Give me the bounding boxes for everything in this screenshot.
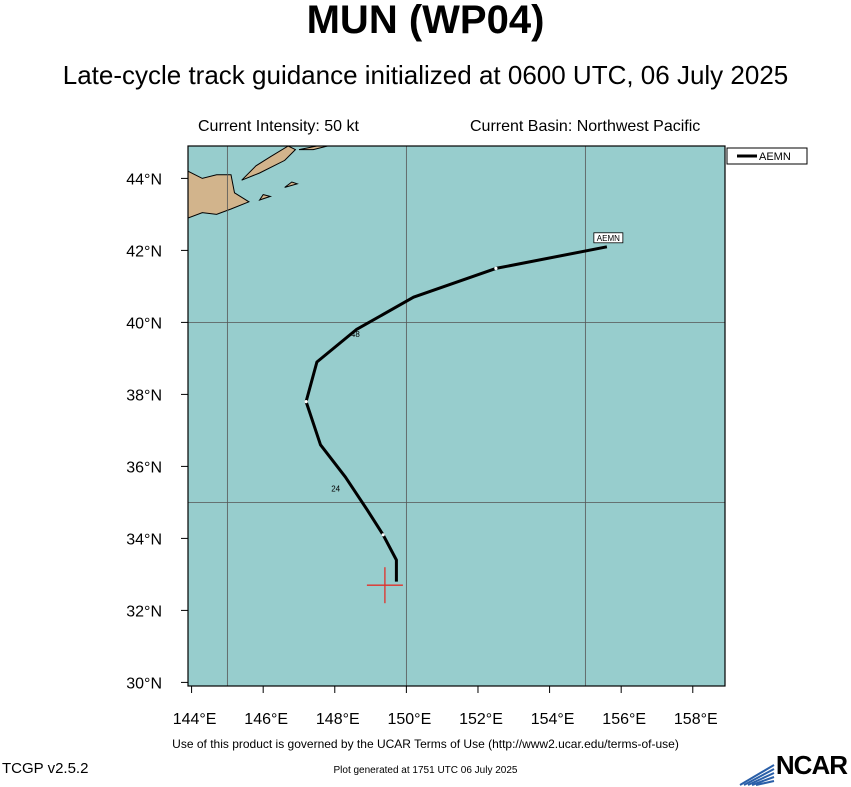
lon-tick-label: 156°E [602, 711, 646, 728]
track-day-marker [381, 533, 385, 537]
lat-tick-label: 34°N [126, 531, 162, 548]
track-hour-label: 48 [351, 330, 360, 339]
track-end-label: AEMN [597, 234, 620, 243]
version-label: TCGP v2.5.2 [2, 760, 89, 777]
land-shikotan [284, 181, 299, 188]
lat-tick-label: 44°N [126, 171, 162, 188]
current-basin: Current Basin: Northwest Pacific [470, 118, 701, 135]
track-end-label-box [593, 232, 624, 244]
legend-box [726, 147, 808, 165]
map-border [187, 145, 726, 687]
ocean-area [188, 146, 725, 686]
lat-tick-label: 42°N [126, 243, 162, 260]
lon-tick-label: 144°E [173, 711, 217, 728]
lon-tick-label: 152°E [459, 711, 503, 728]
lat-tick-label: 38°N [126, 387, 162, 404]
ncar-logo-icon [739, 764, 775, 786]
ncar-logo-text: NCAR [775, 750, 848, 780]
land-kunashir [241, 146, 297, 181]
lat-tick-label: 40°N [126, 315, 162, 332]
ncar-logo: NCAR [738, 750, 848, 786]
lon-tick-label: 146°E [244, 711, 288, 728]
track-aemn [304, 245, 608, 582]
legend: AEMN [726, 147, 808, 165]
land-habomai [258, 194, 273, 201]
current-intensity: Current Intensity: 50 kt [198, 118, 359, 135]
track-day-marker [304, 400, 308, 404]
lat-tick-label: 36°N [126, 459, 162, 476]
lon-tick-label: 148°E [316, 711, 360, 728]
land-iturup [298, 146, 328, 151]
page-subtitle: Late-cycle track guidance initialized at… [62, 60, 789, 90]
generated-timestamp: Plot generated at 1751 UTC 06 July 2025 [333, 765, 518, 776]
track-hour-label: 24 [331, 485, 340, 494]
terms-of-use: Use of this product is governed by the U… [172, 737, 679, 751]
lat-tick-label: 30°N [126, 675, 162, 692]
lon-tick-label: 154°E [531, 711, 575, 728]
lon-tick-label: 150°E [387, 711, 431, 728]
lat-tick-label: 32°N [126, 603, 162, 620]
page-title: MUN (WP04) [306, 0, 545, 42]
lon-tick-label: 158°E [674, 711, 718, 728]
land-hokkaido [188, 170, 250, 219]
legend-label: AEMN [759, 151, 791, 163]
track-day-marker [494, 266, 498, 270]
